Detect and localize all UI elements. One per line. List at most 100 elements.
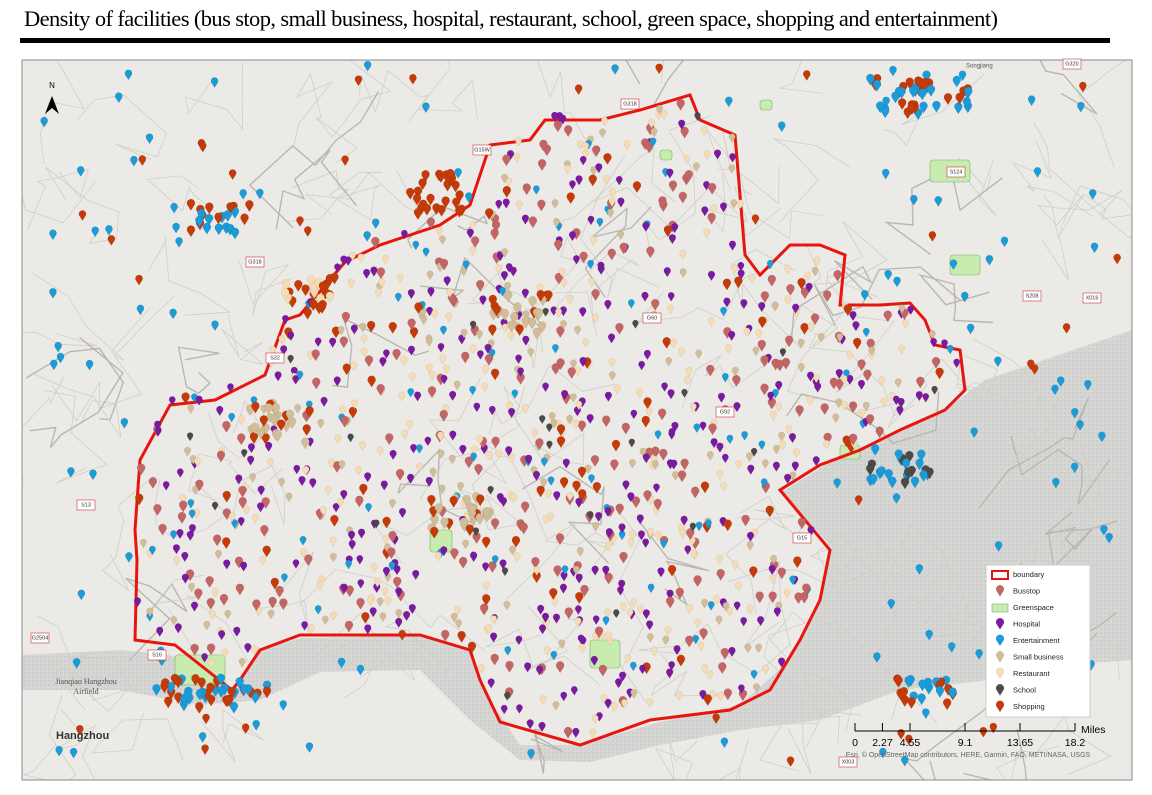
facility-pin xyxy=(207,659,215,669)
facility-pin xyxy=(439,258,449,271)
facility-pin xyxy=(296,370,304,381)
facility-pin xyxy=(222,420,231,433)
facility-pin xyxy=(546,440,553,450)
facility-pin xyxy=(775,359,784,372)
facility-pin xyxy=(445,312,453,323)
facility-pin xyxy=(187,499,195,509)
facility-pin xyxy=(573,255,580,265)
facility-pin xyxy=(726,607,734,617)
facility-pin xyxy=(505,177,512,188)
facility-pin xyxy=(339,405,347,415)
facility-pin xyxy=(195,395,203,406)
facility-pin xyxy=(340,489,348,501)
facility-pin xyxy=(694,618,702,629)
facility-pin xyxy=(925,629,933,641)
facility-pin xyxy=(728,240,737,251)
facility-pin xyxy=(459,444,467,455)
facility-pin xyxy=(392,348,401,361)
facility-pin xyxy=(276,419,286,432)
facility-pin xyxy=(778,431,786,442)
facility-pin xyxy=(314,337,322,348)
road xyxy=(922,551,975,629)
facility-pin xyxy=(1062,323,1071,334)
facility-pin xyxy=(513,302,522,315)
legend-label: Busstop xyxy=(1013,586,1040,595)
facility-pin xyxy=(647,583,655,594)
facility-pin xyxy=(425,337,433,347)
facility-pin xyxy=(533,566,541,576)
facility-pin xyxy=(743,327,751,338)
facility-pin xyxy=(449,495,458,508)
facility-pin xyxy=(773,607,781,618)
facility-pin xyxy=(202,222,212,235)
facility-pin xyxy=(550,418,558,429)
facility-pin xyxy=(835,368,843,380)
facility-pin xyxy=(186,198,196,211)
facility-pin xyxy=(363,60,372,72)
facility-pin xyxy=(538,624,547,635)
facility-pin xyxy=(360,334,368,345)
facility-pin xyxy=(737,261,745,272)
facility-pin xyxy=(592,481,602,494)
facility-pin xyxy=(195,479,204,492)
facility-pin xyxy=(177,511,187,524)
facility-pin xyxy=(531,428,539,439)
road xyxy=(184,62,243,131)
facility-pin xyxy=(695,349,703,360)
road xyxy=(1037,189,1123,227)
facility-pin xyxy=(541,612,550,623)
facility-pin xyxy=(389,449,397,461)
facility-pin xyxy=(279,700,288,711)
facility-pin xyxy=(531,556,540,569)
facility-pin xyxy=(222,537,231,550)
facility-pin xyxy=(473,402,481,413)
facility-pin xyxy=(920,77,930,90)
facility-pin xyxy=(1051,384,1059,396)
facility-pin xyxy=(567,367,576,380)
facility-pin xyxy=(866,338,875,351)
facility-pin xyxy=(703,228,711,239)
facility-pin xyxy=(786,284,795,296)
facility-pin xyxy=(728,133,736,144)
facility-pin xyxy=(761,459,769,469)
facility-pin xyxy=(586,414,594,425)
road xyxy=(956,353,1000,398)
facility-pin xyxy=(802,583,811,596)
facility-pin xyxy=(414,302,423,315)
facility-pin xyxy=(720,737,729,749)
facility-pin xyxy=(604,299,612,311)
facility-pin xyxy=(244,643,252,654)
facility-pin xyxy=(699,690,707,701)
facility-pin xyxy=(994,541,1003,552)
facility-pin xyxy=(467,641,477,654)
facility-pin xyxy=(172,544,181,555)
facility-pin xyxy=(806,371,815,382)
facility-pin xyxy=(474,463,483,476)
facility-pin xyxy=(485,624,493,634)
facility-pin xyxy=(657,567,665,578)
facility-pin xyxy=(164,696,173,709)
facility-pin xyxy=(379,357,387,368)
facility-pin xyxy=(395,587,403,598)
facility-pin xyxy=(617,230,625,241)
road-shield xyxy=(265,352,285,364)
facility-pin xyxy=(854,495,863,506)
facility-pin xyxy=(706,670,714,680)
facility-pin xyxy=(952,75,961,88)
facility-pin xyxy=(430,526,439,539)
road-label: G2504 xyxy=(32,635,49,641)
facility-pin xyxy=(553,218,560,228)
facility-pin xyxy=(385,433,394,446)
facility-pin xyxy=(590,655,598,667)
road-label: S16 xyxy=(152,652,162,658)
facility-pin xyxy=(848,401,858,414)
facility-pin xyxy=(465,524,475,537)
facility-pin xyxy=(307,275,316,288)
facility-pin xyxy=(477,664,485,674)
facility-pin xyxy=(653,498,663,511)
facility-pin xyxy=(580,584,589,597)
facility-pin xyxy=(556,424,566,437)
facility-pin xyxy=(707,270,716,281)
facility-pin xyxy=(170,530,177,540)
facility-pin xyxy=(788,433,797,444)
